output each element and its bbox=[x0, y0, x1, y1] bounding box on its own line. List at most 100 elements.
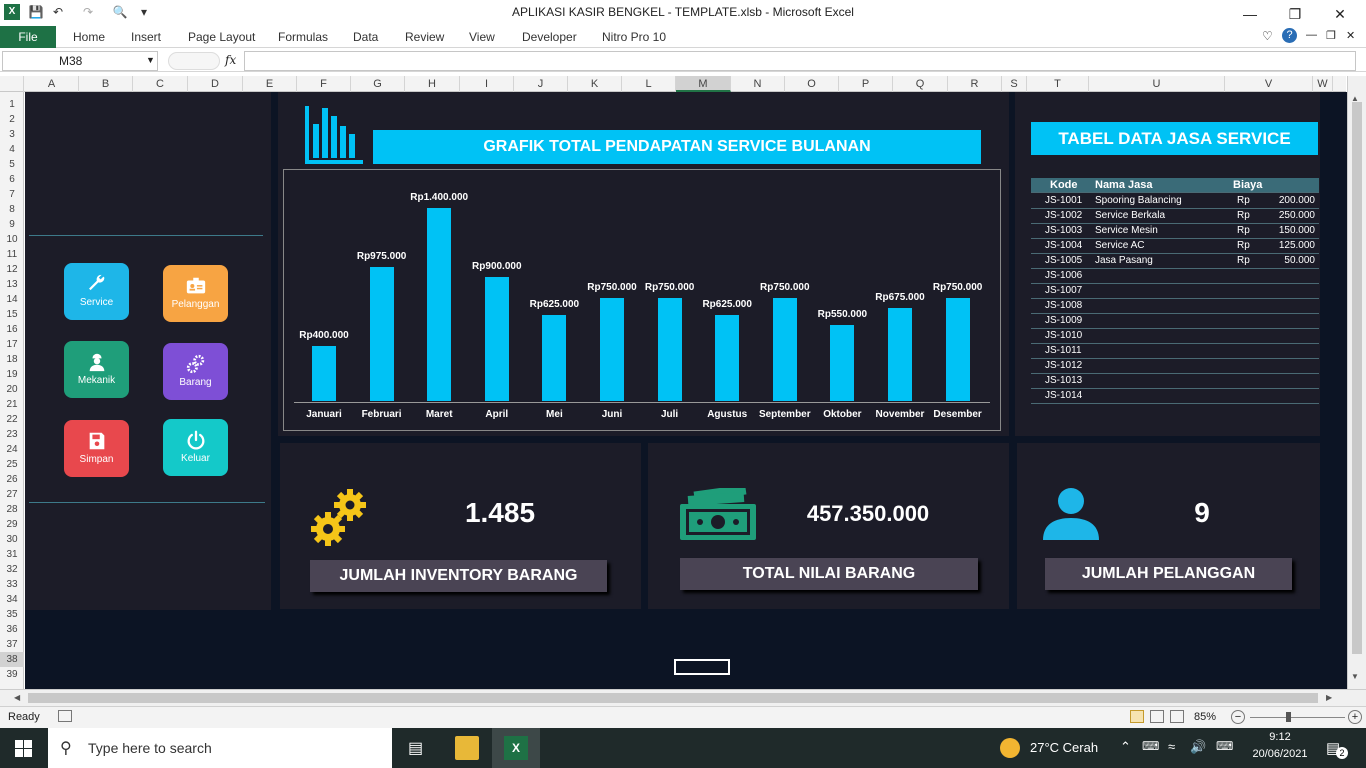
row-header-22[interactable]: 22 bbox=[6, 414, 18, 425]
column-header-b[interactable]: B bbox=[79, 76, 133, 92]
name-box[interactable]: M38 bbox=[2, 51, 158, 71]
table-row[interactable]: JS-1006 bbox=[1031, 269, 1319, 284]
row-header-26[interactable]: 26 bbox=[6, 474, 18, 485]
page-layout-view-icon[interactable] bbox=[1150, 710, 1164, 723]
table-row[interactable]: JS-1014 bbox=[1031, 389, 1319, 404]
table-row[interactable]: JS-1002 Service Berkala Rp 250.000 bbox=[1031, 209, 1319, 224]
ribbon-collapse-icon[interactable]: ♡ bbox=[1262, 29, 1273, 43]
tab-nitro[interactable]: Nitro Pro 10 bbox=[602, 30, 667, 44]
row-header-7[interactable]: 7 bbox=[9, 189, 15, 200]
column-header-o[interactable]: O bbox=[785, 76, 839, 92]
row-header-28[interactable]: 28 bbox=[6, 504, 18, 515]
barang-button[interactable]: Barang bbox=[163, 343, 228, 400]
row-header-17[interactable]: 17 bbox=[6, 339, 18, 350]
row-header-8[interactable]: 8 bbox=[9, 204, 15, 215]
volume-icon[interactable]: 🔊 bbox=[1190, 739, 1207, 754]
row-header-25[interactable]: 25 bbox=[6, 459, 18, 470]
restore-icon[interactable]: ❐ bbox=[1288, 6, 1302, 22]
column-header-d[interactable]: D bbox=[188, 76, 243, 92]
keluar-button[interactable]: Keluar bbox=[163, 419, 228, 476]
undo-icon[interactable]: ↶ bbox=[52, 5, 64, 19]
formula-input[interactable] bbox=[244, 51, 1356, 71]
help-icon[interactable]: ? bbox=[1282, 28, 1297, 43]
scroll-left-icon[interactable]: ◀ bbox=[14, 693, 21, 702]
print-preview-icon[interactable]: 🔍 bbox=[112, 5, 128, 19]
ime-icon[interactable]: ⌨ bbox=[1216, 739, 1234, 753]
customize-toolbar-icon[interactable]: ▾ bbox=[140, 5, 148, 19]
normal-view-icon[interactable] bbox=[1130, 710, 1144, 723]
table-row[interactable]: JS-1009 bbox=[1031, 314, 1319, 329]
clock-date[interactable]: 20/06/2021 bbox=[1252, 748, 1308, 760]
row-header-38[interactable]: 38 bbox=[0, 652, 24, 667]
row-header-34[interactable]: 34 bbox=[6, 594, 18, 605]
column-header-g[interactable]: G bbox=[351, 76, 405, 92]
row-header-32[interactable]: 32 bbox=[6, 564, 18, 575]
row-header-20[interactable]: 20 bbox=[6, 384, 18, 395]
tab-home[interactable]: Home bbox=[73, 30, 106, 44]
column-header-w[interactable]: W bbox=[1313, 76, 1333, 92]
zoom-level[interactable]: 85% bbox=[1194, 711, 1217, 723]
row-header-18[interactable]: 18 bbox=[6, 354, 18, 365]
weather-text[interactable]: 27°C Cerah bbox=[1030, 740, 1099, 755]
table-row[interactable]: JS-1011 bbox=[1031, 344, 1319, 359]
row-header-12[interactable]: 12 bbox=[6, 264, 18, 275]
tab-view[interactable]: View bbox=[469, 30, 495, 44]
column-header-c[interactable]: C bbox=[133, 76, 188, 92]
row-header-2[interactable]: 2 bbox=[9, 114, 15, 125]
row-header-15[interactable]: 15 bbox=[6, 309, 18, 320]
vertical-scrollbar[interactable]: ▲ ▼ bbox=[1347, 76, 1366, 689]
horizontal-scroll-thumb[interactable] bbox=[28, 693, 1318, 703]
macro-record-icon[interactable] bbox=[58, 710, 72, 722]
window-close-small-icon[interactable]: ✕ bbox=[1346, 30, 1356, 42]
tab-developer[interactable]: Developer bbox=[522, 30, 577, 44]
row-header-33[interactable]: 33 bbox=[6, 579, 18, 590]
zoom-slider-thumb[interactable] bbox=[1286, 712, 1291, 722]
tab-formulas[interactable]: Formulas bbox=[278, 30, 329, 44]
table-row[interactable]: JS-1008 bbox=[1031, 299, 1319, 314]
row-header-21[interactable]: 21 bbox=[6, 399, 18, 410]
table-row[interactable]: JS-1003 Service Mesin Rp 150.000 bbox=[1031, 224, 1319, 239]
column-header-l[interactable]: L bbox=[622, 76, 676, 92]
row-header-10[interactable]: 10 bbox=[6, 234, 18, 245]
row-header-1[interactable]: 1 bbox=[9, 99, 15, 110]
active-cell[interactable] bbox=[674, 659, 730, 675]
redo-icon[interactable]: ↷ bbox=[82, 5, 94, 19]
row-header-14[interactable]: 14 bbox=[6, 294, 18, 305]
row-header-3[interactable]: 3 bbox=[9, 129, 15, 140]
mekanik-button[interactable]: Mekanik bbox=[64, 341, 129, 398]
tab-data[interactable]: Data bbox=[353, 30, 379, 44]
column-header-s[interactable]: S bbox=[1002, 76, 1027, 92]
column-header-p[interactable]: P bbox=[839, 76, 893, 92]
select-all-corner[interactable] bbox=[0, 76, 24, 92]
table-row[interactable]: JS-1001 Spooring Balancing Rp 200.000 bbox=[1031, 194, 1319, 209]
column-header-n[interactable]: N bbox=[731, 76, 785, 92]
window-restore-small-icon[interactable]: ❐ bbox=[1326, 30, 1336, 42]
tab-insert[interactable]: Insert bbox=[131, 30, 162, 44]
zoom-slider[interactable] bbox=[1250, 717, 1345, 718]
tray-chevron-icon[interactable]: ⌃ bbox=[1120, 739, 1131, 754]
row-header-35[interactable]: 35 bbox=[6, 609, 18, 620]
row-header-13[interactable]: 13 bbox=[6, 279, 18, 290]
taskbar-search[interactable]: Type here to search bbox=[48, 728, 392, 768]
vertical-scroll-thumb[interactable] bbox=[1352, 102, 1362, 654]
close-icon[interactable]: ✕ bbox=[1334, 6, 1346, 22]
row-header-37[interactable]: 37 bbox=[6, 639, 18, 650]
wifi-icon[interactable]: ≈ bbox=[1168, 739, 1176, 754]
file-explorer-icon[interactable] bbox=[455, 736, 479, 760]
insert-function-icon[interactable]: fx bbox=[225, 53, 237, 67]
row-header-6[interactable]: 6 bbox=[9, 174, 15, 185]
zoom-in-icon[interactable]: + bbox=[1348, 710, 1362, 724]
column-header-v[interactable]: V bbox=[1225, 76, 1313, 92]
table-row[interactable]: JS-1012 bbox=[1031, 359, 1319, 374]
row-header-30[interactable]: 30 bbox=[6, 534, 18, 545]
scroll-right-icon[interactable]: ▶ bbox=[1326, 693, 1333, 702]
pelanggan-button[interactable]: Pelanggan bbox=[163, 265, 228, 322]
weather-icon[interactable] bbox=[1000, 738, 1020, 758]
column-header-k[interactable]: K bbox=[568, 76, 622, 92]
tab-page-layout[interactable]: Page Layout bbox=[188, 30, 256, 44]
scroll-up-icon[interactable]: ▲ bbox=[1351, 94, 1359, 103]
row-header-24[interactable]: 24 bbox=[6, 444, 18, 455]
column-header-j[interactable]: J bbox=[514, 76, 568, 92]
row-header-4[interactable]: 4 bbox=[9, 144, 15, 155]
name-box-dropdown-icon[interactable]: ▼ bbox=[146, 55, 155, 65]
